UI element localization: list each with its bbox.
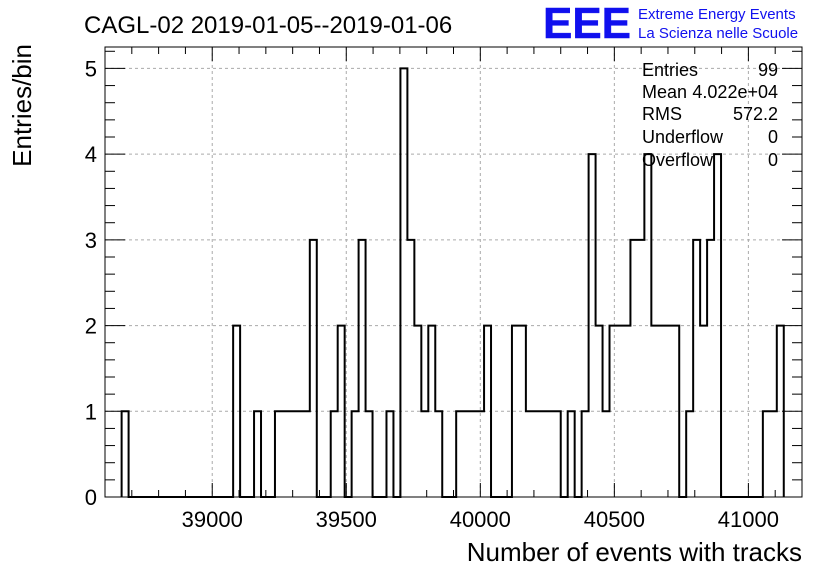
y-tick-label: 0	[85, 485, 97, 510]
y-tick-label: 2	[85, 314, 97, 339]
histogram-bin	[707, 240, 714, 497]
histogram-bin	[763, 411, 770, 497]
x-tick-label: 40500	[584, 507, 645, 532]
chart-title: CAGL-02 2019-01-05--2019-01-06	[84, 12, 452, 39]
histogram-bin	[282, 411, 289, 497]
plot-frame	[104, 46, 803, 498]
histogram-bin	[310, 240, 317, 497]
stats-underflow-value: 0	[768, 127, 778, 147]
histogram-bin	[254, 411, 261, 497]
histogram-bin	[540, 411, 547, 497]
y-tick-label: 4	[85, 142, 97, 167]
histogram-bin	[359, 240, 366, 497]
stats-mean-value: 4.022e+04	[692, 82, 778, 102]
stats-overflow-value: 0	[768, 150, 778, 170]
histogram-bin	[400, 68, 407, 497]
histogram-bin	[331, 411, 338, 497]
histogram-bin	[275, 411, 282, 497]
y-axis-label: Entries/bin	[7, 44, 37, 167]
y-axis: 0 1 2 3 4 5	[85, 50, 802, 510]
x-tick-label: 41000	[718, 507, 779, 532]
histogram-bin	[296, 411, 303, 497]
stats-rms-label: RMS	[642, 104, 682, 124]
stats-box: Entries 99 Mean 4.022e+04 RMS 572.2 Unde…	[642, 60, 778, 170]
histogram-bin	[456, 411, 463, 497]
x-tick-label: 39500	[316, 507, 377, 532]
histogram-bin	[303, 411, 310, 497]
histogram-bin	[386, 411, 393, 497]
stats-entries-label: Entries	[642, 60, 698, 80]
histogram-bin	[554, 411, 561, 497]
grid-lines	[105, 47, 802, 497]
histogram-bin	[582, 411, 589, 497]
histogram-bin	[407, 240, 414, 497]
histogram-bin	[770, 411, 777, 497]
stats-underflow-label: Underflow	[642, 127, 724, 147]
histogram-bin	[603, 411, 610, 497]
histogram-bin	[547, 411, 554, 497]
histogram-bin	[366, 411, 373, 497]
histogram-bin	[352, 411, 359, 497]
histogram-bin	[686, 411, 693, 497]
histogram-bin	[289, 411, 296, 497]
stats-entries-value: 99	[758, 60, 778, 80]
histogram-bin	[122, 411, 129, 497]
histogram-bin	[533, 411, 540, 497]
histogram-bin	[693, 240, 700, 497]
histogram-bin	[463, 411, 470, 497]
histogram-bin	[568, 411, 575, 497]
histogram-bin	[630, 240, 637, 497]
logo-line-2: La Scienza nelle Scuole	[638, 25, 798, 42]
x-tick-label: 40000	[450, 507, 511, 532]
x-axis-label: Number of events with tracks	[467, 537, 802, 567]
histogram-bin	[421, 411, 428, 497]
histogram-bin	[470, 411, 477, 497]
stats-mean-label: Mean	[642, 82, 687, 102]
eee-logo-text: EEE	[543, 0, 631, 48]
histogram-bin	[637, 240, 644, 497]
x-axis: 39000 39500 40000 40500 41000	[104, 47, 803, 532]
stats-overflow-label: Overflow	[642, 150, 714, 170]
histogram-bin	[526, 411, 533, 497]
histogram-bin	[435, 411, 442, 497]
y-tick-label: 3	[85, 228, 97, 253]
y-tick-label: 1	[85, 399, 97, 424]
eee-logo: EEE Extreme Energy Events La Scienza nel…	[543, 0, 798, 48]
logo-line-1: Extreme Energy Events	[638, 6, 796, 23]
x-tick-label: 39000	[182, 507, 243, 532]
stats-rms-value: 572.2	[733, 104, 778, 124]
y-tick-label: 5	[85, 56, 97, 81]
